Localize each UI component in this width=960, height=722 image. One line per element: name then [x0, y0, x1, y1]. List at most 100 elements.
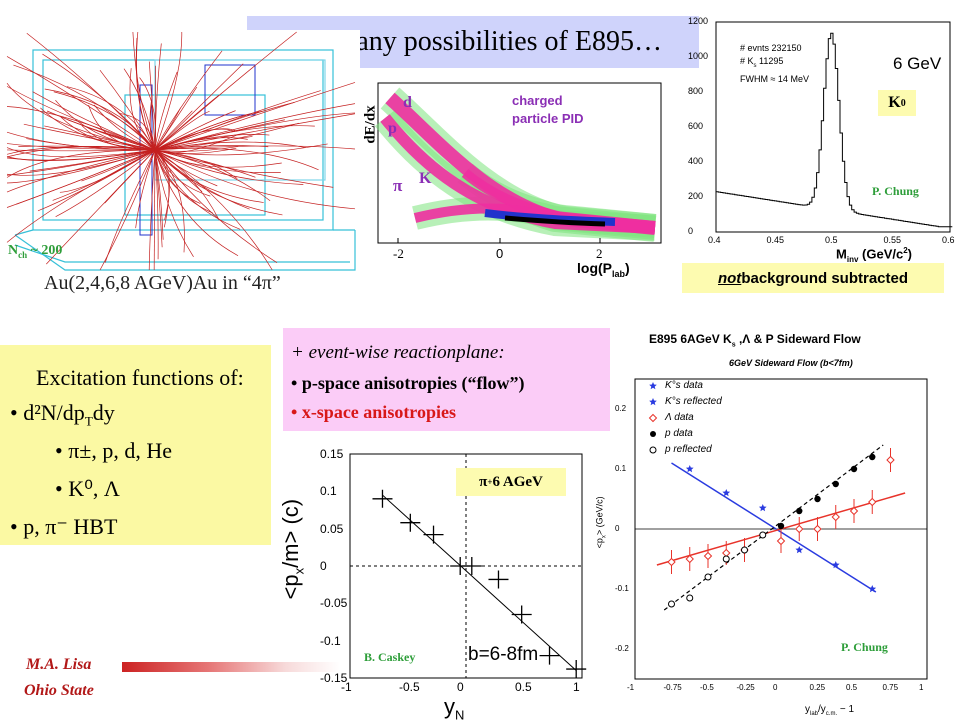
flow-ytick: 0 — [615, 524, 620, 533]
pid-plot: dE/dx -2 0 2 log(Plab) charged particle … — [355, 78, 675, 290]
author-institution: Ohio State — [24, 682, 94, 699]
k0-ytick: 400 — [688, 156, 704, 166]
k0-xtick: 0.55 — [883, 235, 902, 245]
flow-legend-item: Λ data — [665, 412, 694, 423]
flow-legend-item: p data — [665, 428, 693, 439]
excitation-item: • π±, p, d, He — [55, 438, 173, 463]
flow-legend-item: K°s data — [665, 380, 703, 391]
flow-point-lambda — [795, 524, 804, 534]
reactionplane-box: + event-wise reactionplane: • p-space an… — [283, 328, 610, 431]
pid-label-pi: π — [393, 176, 403, 195]
flow-point-proton-reflected — [741, 546, 748, 554]
flow-point-proton-reflected — [686, 594, 694, 602]
pid-xtick: -2 — [393, 246, 404, 261]
pid-label-k: K — [419, 170, 432, 187]
px-xtick: 0 — [457, 680, 464, 694]
px-xtick: -1 — [341, 680, 352, 694]
px-ytick: -0.15 — [320, 671, 348, 685]
px-data-point — [372, 489, 393, 508]
flow-point-proton — [796, 507, 803, 515]
flow-point-kaon — [795, 546, 804, 554]
flow-legend: K°s data K°s reflected Λ data p data p r… — [665, 378, 722, 458]
flow-ytick: -0.2 — [615, 644, 629, 653]
flow-point-lambda — [868, 497, 877, 507]
sideward-flow-plot: E895 6AGeV Ks ,Λ & P Sideward Flow 6GeV … — [595, 316, 960, 720]
flow-xtick: -0.25 — [736, 683, 755, 692]
flow-legend-item: K°s reflected — [665, 396, 722, 407]
excitation-item: • K⁰, Λ — [55, 476, 120, 501]
flow-legend-marker — [650, 431, 656, 437]
px-ytick: -0.1 — [320, 633, 341, 648]
px-xtick: 0.5 — [515, 680, 532, 694]
flow-xtick: -1 — [627, 683, 635, 692]
flow-xtick: 0.25 — [809, 683, 826, 692]
px-data-point — [566, 660, 587, 679]
pid-label-d: d — [403, 94, 412, 111]
flow-point-proton-reflected — [704, 573, 712, 581]
k0-xtick: 0.4 — [708, 235, 721, 245]
flow-point-lambda — [776, 536, 786, 546]
k0-xtick: 0.5 — [825, 235, 838, 245]
flow-xtick: -0.5 — [700, 683, 714, 692]
flow-credit: P. Chung — [841, 640, 888, 654]
px-xtick: 1 — [573, 680, 580, 694]
px-ytick: -0.05 — [320, 596, 348, 611]
flow-xtick: 0.75 — [882, 683, 899, 692]
flow-legend-marker — [649, 382, 657, 390]
k0-ytick: 0 — [688, 226, 694, 236]
px-badge: π + 6 AGeV — [456, 468, 566, 496]
flow-point-kaon-reflected — [685, 465, 694, 473]
flow-point-proton-reflected — [759, 531, 767, 539]
k0-xtick: 0.6 — [942, 235, 955, 245]
flow-point-proton-reflected — [668, 600, 675, 608]
flow-xtick: 1 — [919, 683, 924, 692]
flow-point-lambda — [886, 455, 895, 465]
px-ytick: 0 — [320, 559, 327, 573]
k0-xtick: 0.45 — [766, 235, 785, 245]
flow-legend-marker — [649, 446, 657, 454]
flow-point-kaon-reflected — [758, 504, 767, 512]
px-ylabel: <px/m> (c) — [278, 498, 307, 600]
flow-point-lambda — [831, 512, 840, 522]
flow-ylabel: <px> (GeV/c) — [594, 496, 608, 549]
px-flow-plot: 0.15 0.1 0.05 0 -0.05 -0.1 -0.15 -1 -0.5 0 0.5 1 <… — [278, 440, 590, 722]
pid-xtick: 2 — [596, 246, 603, 261]
px-xlabel: yN — [444, 694, 465, 722]
background-note: not background subtracted — [682, 263, 944, 293]
k0-ytick: 800 — [688, 86, 704, 96]
flow-fit-proton — [663, 444, 884, 611]
flow-fit-kaon — [671, 462, 877, 593]
k0-xlabel: Minv (GeV/c2) — [836, 246, 912, 264]
flow-point-proton — [777, 522, 785, 530]
reactionplane-heading: + event-wise reactionplane: — [291, 342, 505, 363]
k0-mass-plot: 1200 1000 800 600 400 200 0 0.4 0.45 0.5 0.55 0.6 … — [688, 14, 960, 264]
pid-legend: charged particle PID — [512, 93, 584, 126]
flow-point-proton — [869, 453, 876, 461]
flow-ytick: -0.1 — [615, 584, 629, 593]
px-fit-line — [382, 494, 577, 671]
px-xtick: -0.5 — [399, 680, 420, 694]
flow-legend-item: p reflected — [665, 444, 712, 455]
px-data-point — [400, 513, 421, 532]
flow-point-proton-reflected — [722, 555, 730, 563]
detector-event-display — [5, 30, 360, 275]
flow-xlabel: ylab/yc.m. − 1 — [805, 704, 855, 717]
footer-accent-bar — [122, 662, 340, 672]
multiplicity-label: Nch ~ 200 — [8, 243, 63, 260]
flow-xtick: -0.75 — [663, 683, 682, 692]
excitation-item: • d²N/dpTdy — [10, 400, 115, 429]
px-data-point — [423, 525, 444, 544]
author-name: M.A. Lisa — [26, 656, 92, 673]
px-data-point — [539, 646, 560, 665]
flow-point-lambda — [667, 557, 676, 567]
k0-ytick: 200 — [688, 191, 704, 201]
k0-stats: # evnts 232150 # Ks 11295 FWHM ≈ 14 MeV — [740, 43, 809, 84]
pid-ylabel: dE/dx — [362, 105, 379, 144]
pid-label-p: p — [388, 120, 397, 137]
px-ytick: 0.15 — [320, 447, 344, 461]
px-ytick: 0.05 — [320, 521, 344, 536]
px-ytick: 0.1 — [320, 484, 337, 499]
flow-point-kaon — [868, 585, 877, 593]
flow-legend-marker — [648, 413, 658, 423]
flow-title: E895 6AGeV Ks ,Λ & P Sideward Flow — [649, 332, 861, 349]
